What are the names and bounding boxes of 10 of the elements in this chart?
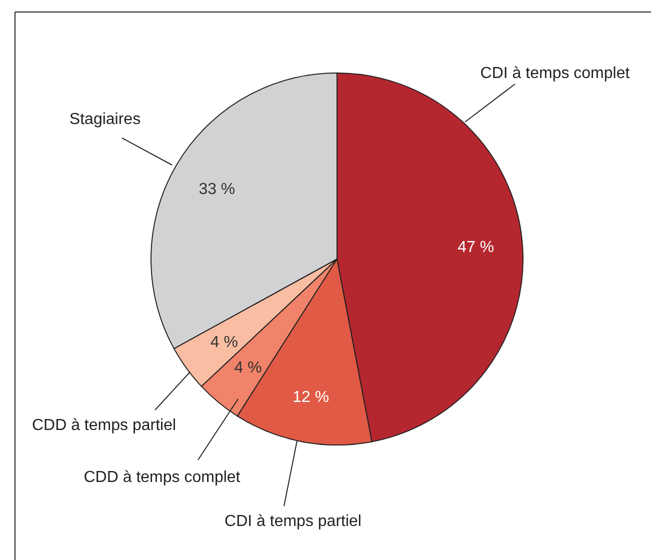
slice-label: CDD à temps partiel bbox=[32, 417, 176, 434]
slice-label: CDI à temps complet bbox=[480, 65, 630, 82]
slice-label: CDD à temps complet bbox=[84, 469, 241, 486]
data-label: 4 % bbox=[234, 359, 262, 376]
slice-label: Stagiaires bbox=[69, 111, 141, 128]
data-label: 33 % bbox=[198, 180, 236, 198]
data-label: 47 % bbox=[458, 238, 494, 256]
data-label: 4 % bbox=[210, 334, 238, 351]
slice-label: CDI à temps partiel bbox=[224, 513, 362, 530]
data-label: 12 % bbox=[292, 389, 330, 406]
